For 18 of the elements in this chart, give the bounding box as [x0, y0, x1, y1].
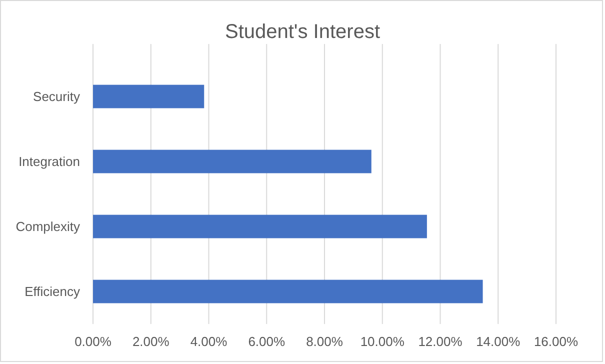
x-tick-label: 2.00% — [132, 334, 170, 349]
x-tick-label: 8.00% — [306, 334, 344, 349]
bar — [93, 84, 204, 108]
x-tick-label: 6.00% — [248, 334, 286, 349]
x-tick-label: 16.00% — [534, 334, 578, 349]
y-tick-label: Integration — [18, 154, 80, 170]
y-tick-label: Complexity — [16, 219, 80, 234]
x-tick-label: 12.00% — [418, 334, 463, 349]
x-tick-label: 4.00% — [190, 334, 228, 349]
y-tick-label: Security — [33, 89, 80, 104]
x-tick-label: 0.00% — [74, 334, 112, 349]
y-tick-label: Efficiency — [24, 284, 80, 300]
bar — [93, 150, 372, 174]
x-tick-label: 10.00% — [360, 334, 405, 349]
bar — [93, 280, 483, 304]
bar — [93, 214, 427, 238]
x-tick-label: 14.00% — [476, 334, 521, 349]
chart-title: Student's Interest — [224, 21, 380, 43]
